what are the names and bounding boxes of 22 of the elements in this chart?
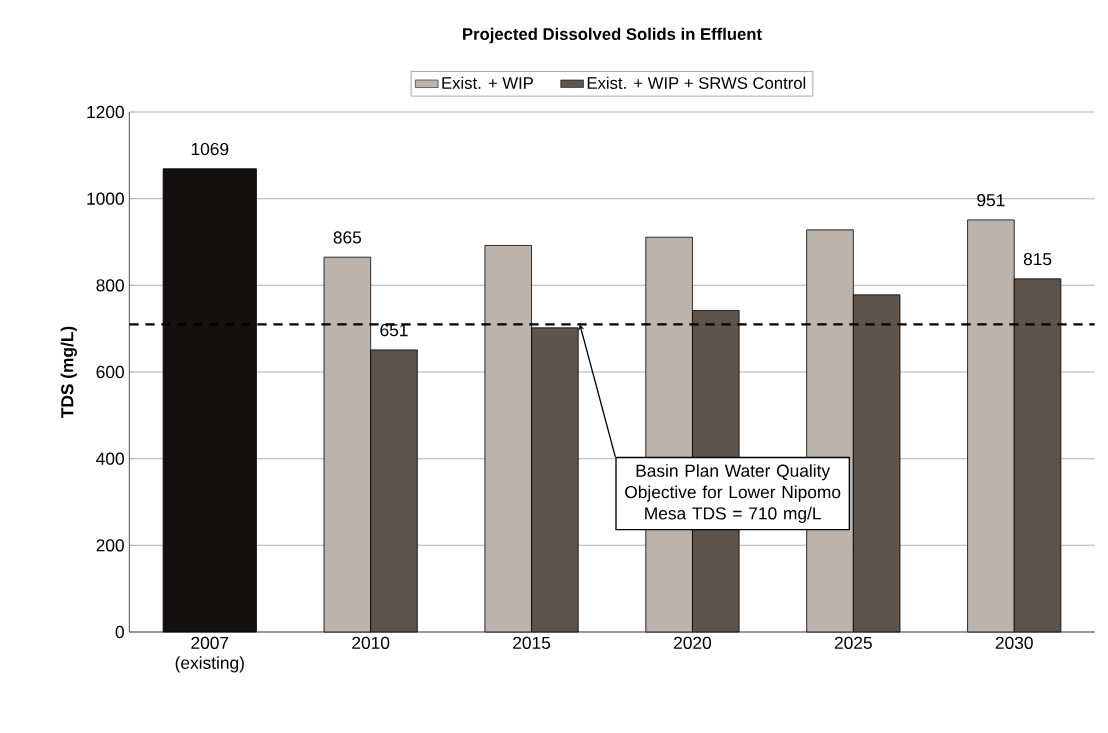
x-tick-label: 2030 bbox=[995, 636, 1033, 649]
x-tick-label: 2010 bbox=[352, 636, 390, 649]
data-label: 815 bbox=[1023, 252, 1052, 266]
data-label: 1069 bbox=[191, 142, 229, 156]
y-tick-label: 600 bbox=[96, 365, 124, 378]
x-tick-label: 2007 (existing) bbox=[175, 636, 244, 673]
x-tick-label: 2015 bbox=[513, 636, 551, 649]
data-label: 951 bbox=[977, 193, 1005, 207]
ref-line-label: Basin Plan Water Quality Objective for Lower Nipomo Mesa TDS = 710 mg/L bbox=[625, 463, 841, 523]
x-tick-label: 2020 bbox=[674, 636, 712, 649]
legend-label: Exist. + WIP + SRWS Control bbox=[587, 76, 806, 89]
y-tick-label: 200 bbox=[96, 539, 124, 552]
y-tick-label: 800 bbox=[96, 279, 124, 292]
legend-label: Exist. + WIP bbox=[442, 76, 533, 89]
y-tick-label: 400 bbox=[96, 452, 124, 465]
y-axis-title: TDS (mg/L) bbox=[60, 326, 77, 418]
y-tick-label: 0 bbox=[115, 625, 124, 638]
y-tick-label: 1000 bbox=[87, 192, 124, 205]
y-tick-label: 1200 bbox=[87, 105, 124, 118]
chart-title: Projected Dissolved Solids in Effluent bbox=[463, 27, 762, 44]
data-label: 865 bbox=[333, 231, 362, 244]
x-tick-label: 2025 bbox=[834, 636, 872, 649]
